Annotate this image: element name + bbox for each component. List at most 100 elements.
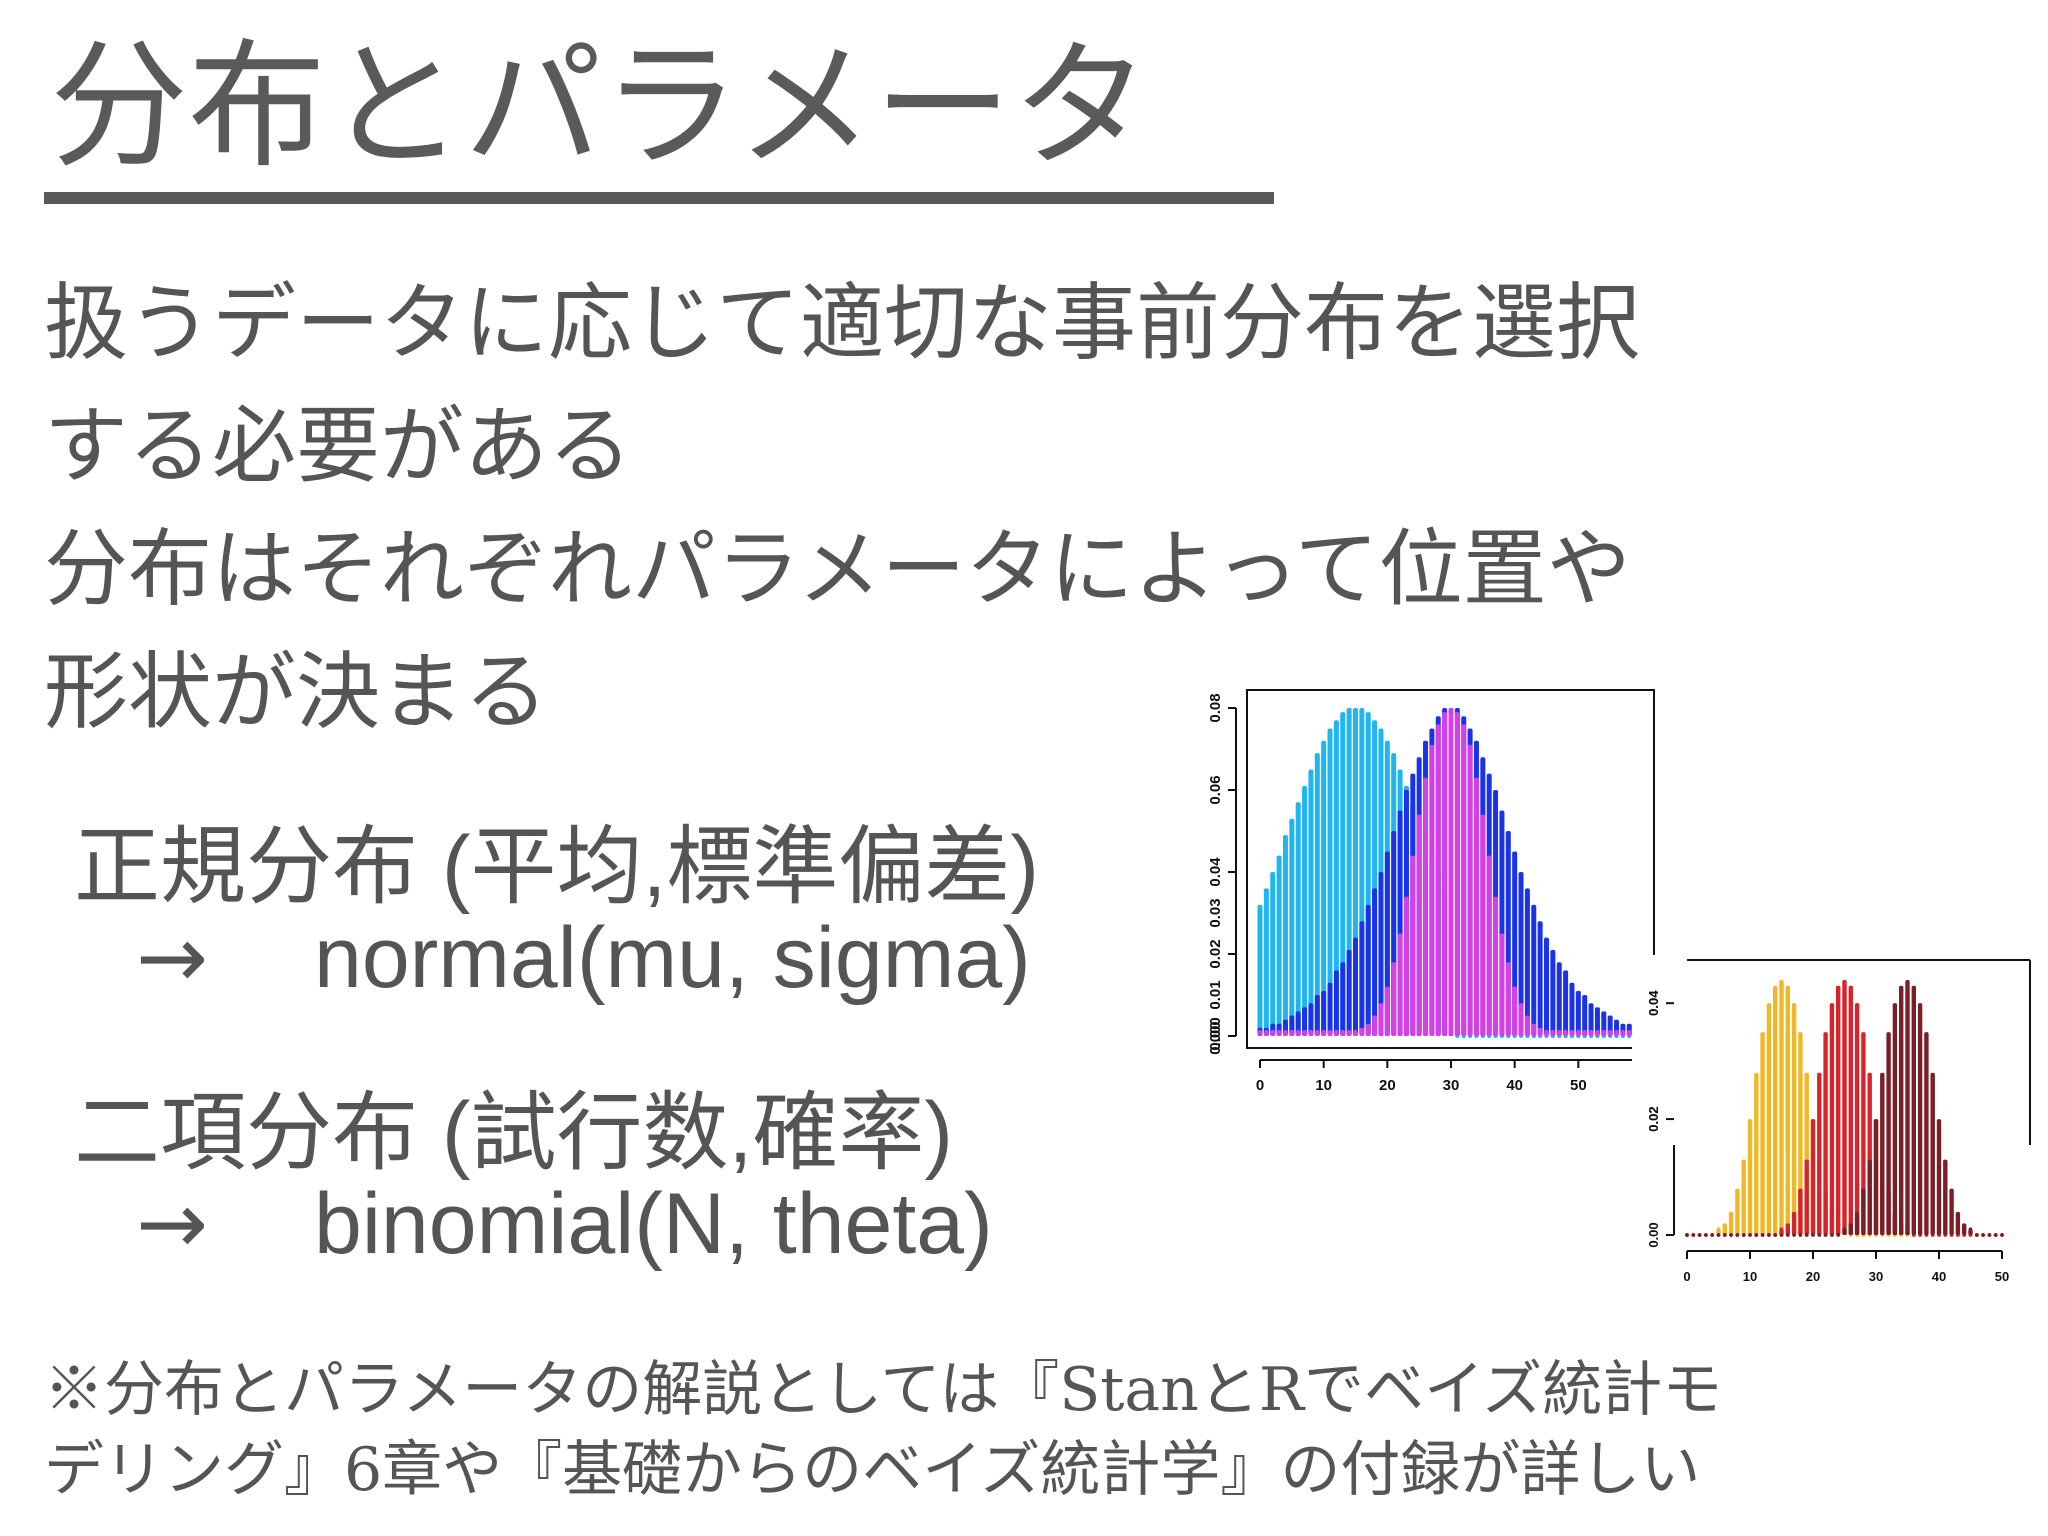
- point-series-2: [1729, 1233, 1733, 1237]
- point-series-2: [1785, 1233, 1790, 1237]
- bar-series-2: [1473, 777, 1479, 1036]
- bar-series-0: [1760, 1032, 1765, 1235]
- bar-series-2: [1873, 1119, 1879, 1235]
- bar-series-2: [1899, 985, 1904, 1235]
- bar-series-1: [1365, 904, 1371, 1036]
- point-series-2: [1302, 1029, 1307, 1034]
- bar-series-1: [1321, 990, 1327, 1036]
- bar-series-1: [1550, 949, 1556, 1036]
- bar-series-0: [1308, 769, 1314, 1036]
- bar-series-2: [1486, 855, 1492, 1036]
- bar-series-0: [1321, 740, 1327, 1036]
- point-series-2: [1710, 1233, 1715, 1237]
- bar-series-2: [1524, 1015, 1530, 1036]
- point-series-2: [1595, 1029, 1600, 1034]
- bar-series-1: [1308, 1003, 1314, 1036]
- footnote-line: ※分布とパラメータの解説としては『StanとRでベイズ統計モ: [44, 1355, 1723, 1425]
- bar-series-0: [1282, 835, 1288, 1036]
- point-series-2: [1842, 1227, 1847, 1232]
- bar-series-1: [1524, 888, 1530, 1036]
- normal-distribution-plot: 01020304050600.000.020.040.060.080.0000.…: [1207, 689, 1655, 1094]
- point-series-2: [1334, 1029, 1339, 1034]
- point-series-2: [1704, 1233, 1708, 1237]
- x-tick-label: 10: [1315, 1077, 1332, 1094]
- point-series-2: [1563, 1029, 1568, 1034]
- y-tick-label-overlay: 0.03: [1207, 898, 1224, 927]
- bar-series-1: [1314, 995, 1320, 1036]
- x-tick-label: 0: [1256, 1077, 1264, 1094]
- point-series-2: [1974, 1233, 1979, 1237]
- binomial-dist-code-row: → binomial(N, theta): [136, 1174, 993, 1274]
- bar-series-2: [1372, 1015, 1378, 1036]
- bar-series-0: [1741, 1159, 1746, 1235]
- y-tick-label: 0.00: [1646, 1222, 1661, 1247]
- y-tick-label: 0.04: [1207, 857, 1224, 887]
- plot-frame: [1246, 689, 1655, 1049]
- bar-series-1: [1861, 1032, 1866, 1235]
- bar-series-1: [1842, 980, 1847, 1235]
- bar-series-2: [1461, 724, 1467, 1036]
- point-series-2: [1340, 1029, 1345, 1034]
- point-series-2: [1289, 1029, 1294, 1034]
- y-tick-label-overlay: 0.000: [1207, 1017, 1224, 1055]
- point-series-2: [1353, 1029, 1358, 1034]
- bar-series-1: [1327, 982, 1333, 1036]
- point-series-2: [1987, 1233, 1992, 1237]
- bar-series-2: [1454, 712, 1460, 1036]
- y-tick-label: 0.08: [1207, 693, 1224, 722]
- bar-series-1: [1582, 995, 1588, 1036]
- point-series-2: [1830, 1233, 1834, 1237]
- bar-series-2: [1924, 1032, 1929, 1235]
- bar-series-1: [1359, 921, 1365, 1036]
- bar-series-0: [1257, 904, 1263, 1036]
- point-series-2: [1576, 1029, 1581, 1034]
- bar-series-1: [1785, 1223, 1790, 1235]
- point-series-2: [1968, 1227, 1973, 1232]
- bar-series-1: [1823, 1032, 1828, 1235]
- x-tick-label: 50: [1995, 1269, 2009, 1284]
- point-series-2: [1792, 1233, 1796, 1237]
- bar-series-2: [1505, 962, 1511, 1036]
- point-series-2: [1315, 1029, 1320, 1034]
- bar-series-0: [1754, 1072, 1759, 1235]
- y-tick-label-overlay: 0.01: [1207, 980, 1224, 1009]
- bar-series-2: [1467, 744, 1473, 1036]
- body-line: 分布はそれぞれパラメータによって位置や: [44, 520, 1631, 618]
- bar-series-1: [1518, 872, 1524, 1036]
- bar-series-2: [1423, 777, 1429, 1036]
- bar-series-0: [1747, 1119, 1753, 1235]
- bar-series-2: [1892, 1003, 1898, 1235]
- bar-series-0: [1773, 985, 1778, 1235]
- bar-series-0: [1735, 1188, 1740, 1235]
- bar-series-0: [1289, 818, 1295, 1036]
- bar-series-2: [1403, 896, 1409, 1036]
- point-series-2: [1627, 1029, 1632, 1034]
- bar-series-0: [1333, 720, 1339, 1036]
- bar-series-1: [1302, 1007, 1308, 1036]
- bar-series-1: [1544, 937, 1549, 1036]
- point-series-2: [2000, 1233, 2004, 1237]
- y-tick-label: 0.02: [1207, 939, 1224, 968]
- bar-series-1: [1575, 990, 1581, 1036]
- bar-series-1: [1798, 1188, 1803, 1235]
- bar-series-2: [1448, 708, 1454, 1036]
- point-series-2: [1620, 1029, 1625, 1034]
- bar-series-2: [1480, 814, 1486, 1036]
- bar-series-2: [1867, 1159, 1872, 1235]
- bar-series-1: [1804, 1159, 1809, 1235]
- point-series-2: [1296, 1029, 1301, 1034]
- x-tick-label: 20: [1806, 1269, 1820, 1284]
- x-tick-label: 30: [1869, 1269, 1883, 1284]
- bar-series-2: [1861, 1188, 1866, 1235]
- bar-series-0: [1785, 985, 1790, 1235]
- bar-series-0: [1314, 753, 1320, 1036]
- bar-series-1: [1556, 962, 1562, 1036]
- bar-series-0: [1791, 1003, 1797, 1235]
- bar-series-2: [1493, 896, 1499, 1036]
- y-tick-label-overlay: 0.04: [1646, 990, 1661, 1016]
- bar-series-0: [1722, 1223, 1727, 1235]
- point-series-2: [1557, 1029, 1562, 1034]
- point-series-2: [1544, 1029, 1549, 1034]
- bar-series-0: [1302, 785, 1308, 1036]
